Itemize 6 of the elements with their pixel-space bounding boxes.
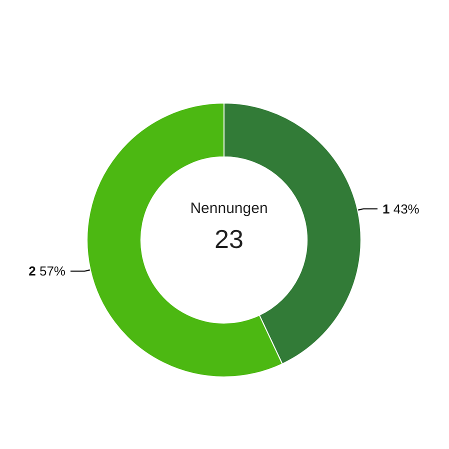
slice-label: 2 [28, 264, 36, 279]
data-label: 43% [390, 201, 420, 216]
data-label: 57% [36, 264, 66, 279]
text: 23 [214, 224, 244, 254]
slice-label: 1 [382, 201, 390, 216]
text: Nennungen [190, 200, 268, 217]
